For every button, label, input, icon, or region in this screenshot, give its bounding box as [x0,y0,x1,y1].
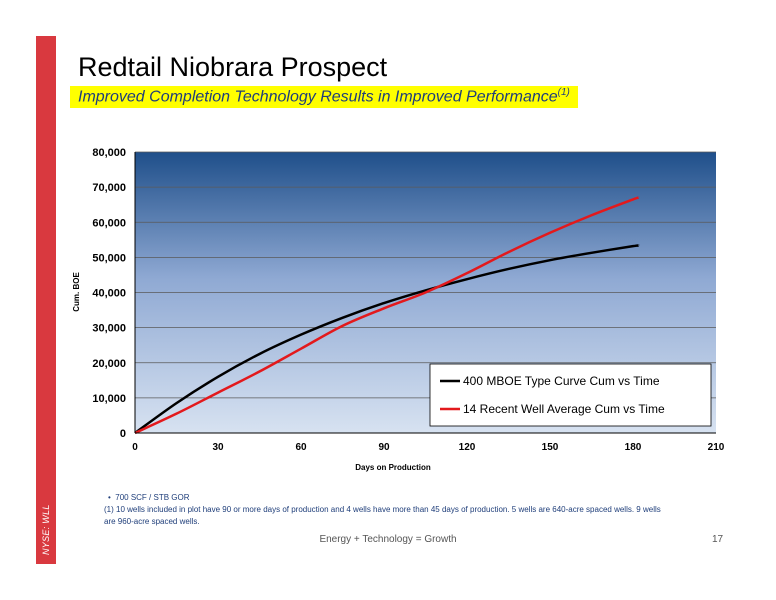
footnotes: • 700 SCF / STB GOR (1) 10 wells include… [104,492,664,528]
series-lines [134,196,640,435]
footer-tagline: Energy + Technology = Growth [319,534,457,545]
page-title: Redtail Niobrara Prospect [78,52,388,82]
y-tick-label: 20,000 [92,358,126,370]
x-tick-label: 150 [542,442,559,453]
x-tick-label: 60 [295,442,307,453]
y-tick-label: 70,000 [92,182,126,194]
bullet-item: • 700 SCF / STB GOR [108,493,190,502]
y-tick-labels: 0 10,000 20,000 30,000 40,000 50,000 60,000 70,… [92,147,126,440]
y-tick-label: 40,000 [92,288,126,300]
y-tick-label: 0 [120,428,126,440]
x-tick-label: 180 [625,442,642,453]
subtitle-highlight: Improved Completion Technology Results i… [70,86,578,108]
y-tick-label: 60,000 [92,217,126,229]
legend: 400 MBOE Type Curve Cum vs Time 14 Recen… [429,363,712,427]
y-tick-label: 10,000 [92,393,126,405]
legend-label-type-curve: 400 MBOE Type Curve Cum vs Time [463,374,660,388]
x-tick-label: 0 [132,442,138,453]
x-tick-label: 90 [378,442,390,453]
x-axis-label: Days on Production [355,463,431,472]
legend-label-recent-wells: 14 Recent Well Average Cum vs Time [463,402,665,416]
subtitle: Improved Completion Technology Results i… [78,87,570,106]
page-number: 17 [712,534,724,545]
y-tick-label: 30,000 [92,323,126,335]
x-tick-label: 30 [212,442,224,453]
y-axis-label: Cum. BOE [72,272,81,312]
x-tick-labels: 0 30 60 90 120 150 180 210 [132,442,725,453]
bullet-gor: 700 SCF / STB GOR [115,493,190,502]
legend-box [429,363,712,427]
x-tick-label: 120 [459,442,476,453]
series-line-recent-wells [134,196,640,435]
y-tick-label: 80,000 [92,147,126,159]
y-tick-label: 50,000 [92,252,126,264]
subtitle-text: Improved Completion Technology Results i… [78,88,558,106]
subtitle-footnote-ref: (1) [557,87,570,99]
series-line-type-curve [134,244,640,435]
x-tick-label: 210 [708,442,725,453]
side-bar [36,36,56,564]
footnote-1: (1) 10 wells included in plot have 90 or… [104,505,661,526]
